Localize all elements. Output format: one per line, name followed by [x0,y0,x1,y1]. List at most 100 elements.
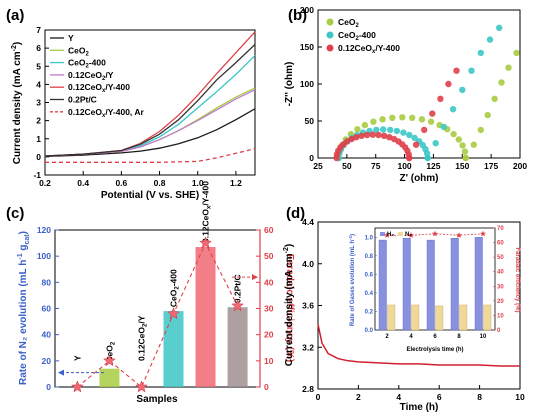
panel-b-data-point [353,134,360,141]
panel-d-ylabel: Current density (mA cm-2) [283,244,295,367]
panel-c-ytick-label: 80 [42,277,52,287]
panel-d-xtick-label: 4 [396,392,401,402]
panel-b-data-point [411,134,418,142]
panel-c: (c) 0 20 40 60 80 100 120 0 10 20 30 40 50 60 Y CeO2​… [6,181,295,405]
inset-ytick2-label: 70 [497,226,504,232]
inset-bar-h2 [474,237,483,331]
panel-b-data-point [379,116,386,123]
panel-b-data-point [370,118,377,125]
panel-b-data-point [445,80,452,88]
panel-b-label: (b) [288,7,307,24]
panel-b-data-point [369,131,376,138]
panel-a-legend-label: 0.2Pt/C [68,95,97,105]
inset-ytick-label: 0.2 [365,309,374,315]
panel-c-arrowhead-right [252,274,258,281]
panel-a-ytick-label: 7 [36,25,41,35]
panel-c-bar [227,307,248,387]
inset-ytick2-label: 60 [497,241,504,247]
panel-b-xtick-label: 125 [426,161,440,171]
panel-c-ytick2-label: 40 [264,277,274,287]
panel-a-series-line [44,108,256,158]
inset-bar-n2 [483,304,492,331]
panel-b: (b) 0 50 100 150 200 25 50 75 100 125 150 175 200 Z… [284,5,527,184]
inset-ytick-label: 0.8 [365,254,374,260]
panel-a-ytick-label: 5 [36,61,41,71]
panel-c-ytick-label: 40 [42,330,52,340]
panel-a-xtick-label: 0.2 [39,178,51,188]
inset-ytick2-label: 20 [497,299,504,305]
panel-b-legend-marker [326,44,334,52]
panel-b-data-point [406,154,413,162]
panel-c-ytick2-label: 30 [264,304,274,314]
panel-d-xtick-label: 0 [316,392,321,402]
panel-b-data-point [418,116,426,123]
panel-b-ytick-label: 200 [300,5,314,15]
panel-a-legend-label: Y [68,33,74,43]
inset-bar-h2 [378,239,387,331]
panel-b-data-point [450,130,457,138]
panel-b-xtick-label: 150 [455,161,469,171]
inset-xtick-label: 6 [433,334,437,340]
panel-b-xtick-label: 50 [342,161,352,171]
panel-d-ytick-label: 3.2 [302,342,314,352]
panel-c-category-label: Y [72,355,82,361]
inset-bar-n2 [459,304,468,331]
panel-b-data-point [399,114,406,121]
panel-c-ytick-label: 120 [37,225,51,235]
panel-a-label: (a) [6,7,24,24]
panel-b-data-point [459,142,466,149]
panel-d-ytick-label: 4.0 [302,259,314,269]
panel-b-ylabel: -Z'' (ohm) [284,62,295,107]
panel-b-data-point [380,132,388,139]
panel-c-fe-star [231,299,244,312]
panel-b-data-point [424,154,431,162]
panel-b-data-point [513,49,520,57]
panel-b-legend-label: CeO2​-400 [338,30,376,42]
panel-d-ytick-label: 4.4 [302,217,314,227]
panel-b-data-point [375,131,382,139]
panel-b-data-point [505,64,512,71]
panel-c-bar [163,311,184,387]
panel-d-label: (d) [286,205,305,222]
panel-d: (d) 2.8 3.2 3.6 4.0 4.4 0 2 4 6 8 10 Time (h) Cur… [283,205,525,413]
panel-d-xlabel: Time (h) [400,402,439,413]
panel-c-category-label: 0.12CeOx​/Y-400 [201,181,213,243]
panel-c-ylabel: Rate of N₂ evolution (mL h-1 gcat) [17,231,31,385]
inset-ytick2-label: 10 [497,313,504,319]
panel-d-xtick-label: 8 [477,392,482,402]
inset-bar-h2 [426,239,435,331]
panel-b-data-point [477,49,484,57]
panel-a-ytick-label: 3 [36,98,41,108]
panel-b-data-point [406,131,413,139]
panel-c-bar [99,368,120,387]
panel-c-fe-star [167,307,180,320]
panel-b-data-point [361,121,369,129]
panel-c-xlabel: Samples [136,394,178,405]
inset-legend-swatch-n2 [398,232,403,236]
panel-c-ytick2-label: 60 [264,225,274,235]
inset-ytick2-label: 40 [497,270,504,276]
inset-ytick-label: 1.0 [365,235,374,241]
panel-b-data-point [358,132,365,139]
panel-a-xtick-label: 1.0 [192,178,204,188]
panel-c-fe-star [103,354,116,367]
panel-b-data-point [484,111,491,119]
panel-c-arrowhead-left [58,369,64,376]
panel-b-data-point [486,36,494,43]
panel-a-ylabel: Current density (mA cm-2) [11,42,23,165]
inset-xlabel: Electrolysis time (h) [406,347,463,353]
inset-fe-star [432,230,438,237]
panel-b-data-point [491,95,498,103]
panel-c-category-label: 0.12CeO2​/Y [136,315,148,361]
panel-b-legend-label: 0.12CeOx​/Y-400 [338,43,400,55]
panel-a-legend-label: CeO2​ [68,45,90,57]
inset-ytick-label: 0.0 [365,328,374,334]
panel-d-xtick-label: 2 [356,392,361,402]
panel-b-data-point [496,24,503,31]
panel-b-xtick-label: 200 [513,161,527,171]
panel-c-ylabel2: Faradaic efficiency (%) [284,254,295,362]
panel-c-ytick-label: 60 [42,304,52,314]
panel-d-ytick-label: 2.8 [302,384,314,394]
panel-b-xtick-label: 25 [313,161,323,171]
panel-a-xtick-label: 0.6 [115,178,127,188]
